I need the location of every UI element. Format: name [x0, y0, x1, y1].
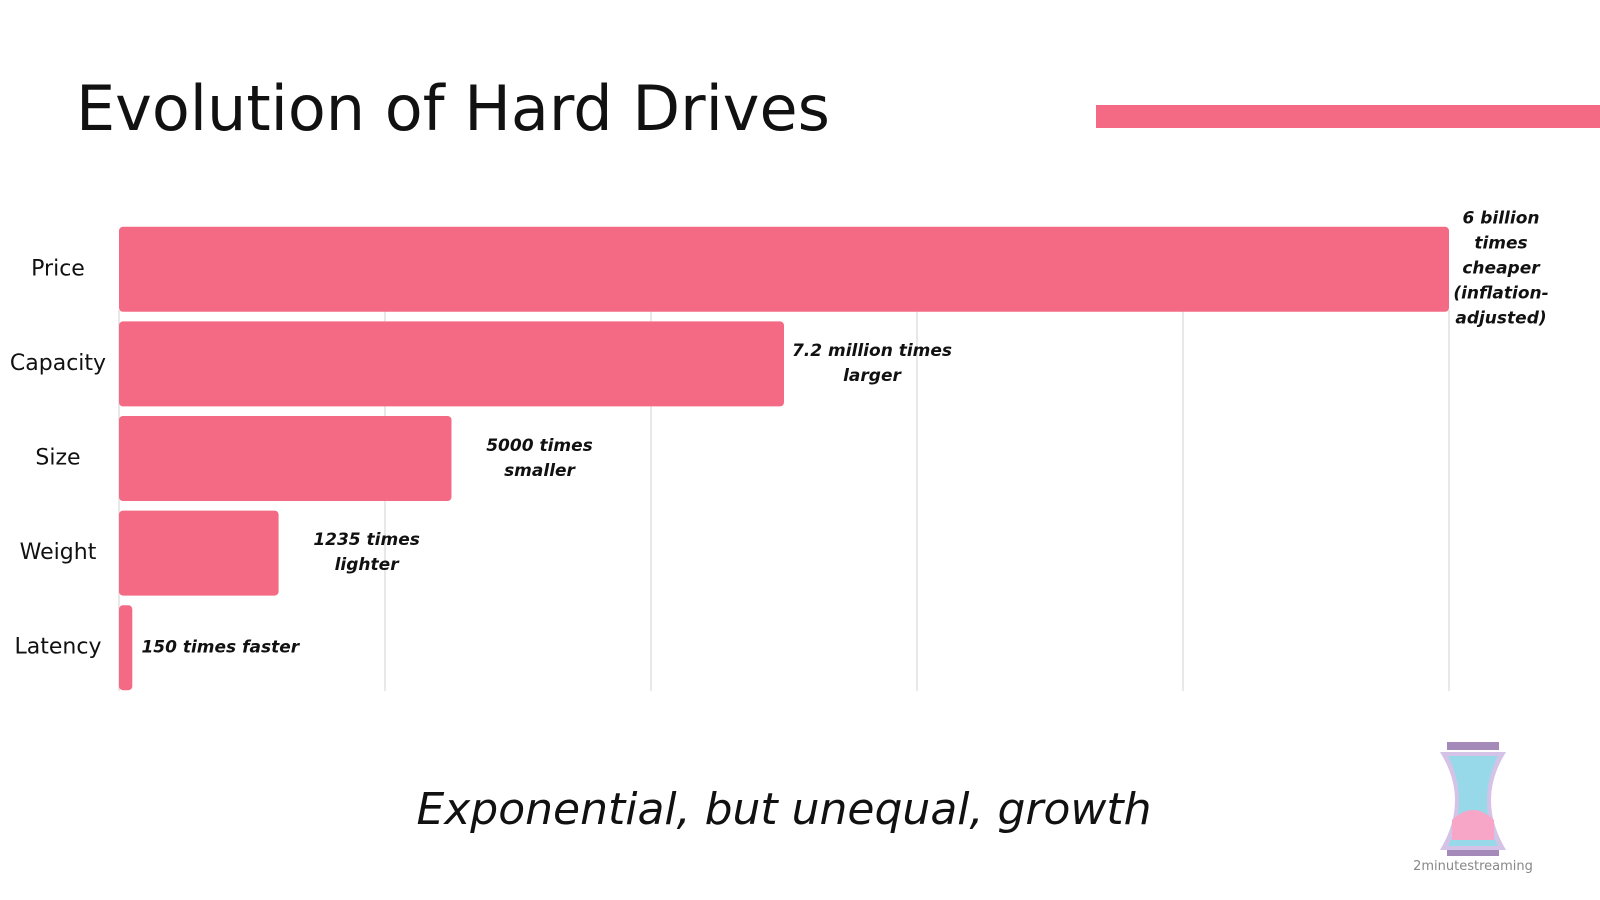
logo: [1440, 742, 1506, 856]
chart-title: Evolution of Hard Drives: [76, 72, 830, 145]
bar-note: 7.2 million times larger: [791, 340, 953, 386]
header-accent: [1096, 105, 1600, 128]
brand-label: 2minutestreaming: [1413, 859, 1533, 874]
y-tick-label: Price: [31, 256, 85, 281]
bar-note: 6 billion times cheaper (inflation-adjus…: [1453, 208, 1549, 329]
y-tick-label: Latency: [15, 635, 102, 660]
bar: [119, 416, 452, 501]
bar-note: 1235 times lighter: [313, 530, 420, 576]
bar: [119, 226, 1449, 312]
y-tick-label: Size: [35, 446, 80, 471]
bar: [119, 321, 784, 407]
bar-note: 5000 times smaller: [486, 435, 593, 481]
bar: [119, 510, 279, 596]
chart-subtitle: Exponential, but unequal, growth: [416, 784, 1152, 835]
y-tick-label: Weight: [20, 540, 97, 565]
bar-note: 150 times faster: [141, 637, 300, 658]
y-tick-label: Capacity: [10, 351, 106, 376]
bar: [119, 605, 133, 691]
